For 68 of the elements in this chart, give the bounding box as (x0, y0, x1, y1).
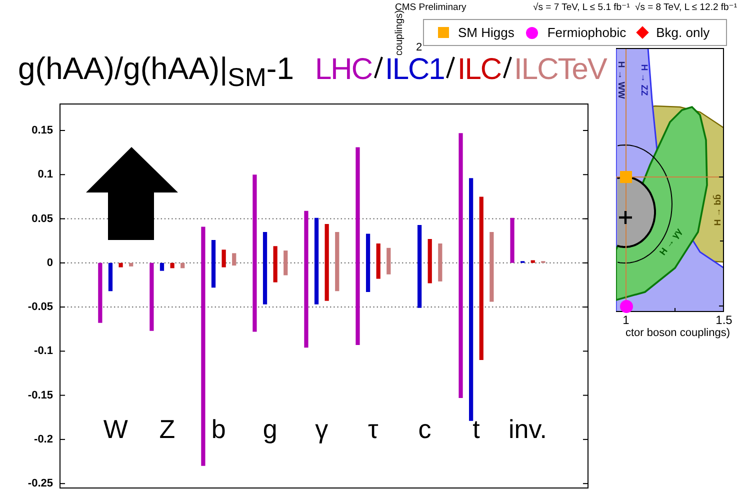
bar (530, 260, 535, 263)
bar (314, 218, 319, 304)
y-tick-label: 0.15 (32, 124, 53, 137)
text: LHC (314, 52, 372, 88)
text: H → bb̄ (712, 194, 722, 226)
y-tick-label: -0.1 (34, 345, 53, 358)
x-tick-label: inv. (508, 414, 547, 444)
text: H → γγ (658, 226, 684, 257)
bar (108, 262, 113, 292)
x-tick-label: W (103, 414, 128, 444)
bar (211, 240, 216, 288)
bar (180, 262, 185, 268)
bar (129, 262, 134, 266)
bar (438, 243, 442, 282)
bar (98, 262, 102, 323)
text: ctor boson couplings) (625, 327, 730, 339)
x-tick-label: τ (368, 414, 380, 444)
bar (262, 232, 268, 304)
text: ILC (457, 52, 502, 88)
bar (232, 253, 236, 266)
bar (170, 262, 174, 268)
bar (417, 224, 422, 308)
chart-title: g(hAA)/g(hAA)|$_{SM}$-1 (18, 50, 294, 94)
bar (469, 178, 474, 421)
bar (458, 133, 463, 398)
bar (428, 239, 432, 284)
text: ILCTeV (514, 52, 606, 88)
y-tick-label: -0.15 (28, 389, 53, 402)
y-tick-label: -0.2 (34, 433, 53, 446)
y-tick-label: 0.1 (38, 168, 53, 181)
bar (304, 210, 308, 348)
legend-label: Bkg. only (656, 25, 710, 40)
bar (273, 246, 278, 282)
bar (222, 250, 226, 268)
x-tick-label: Z (159, 414, 176, 444)
bar (252, 174, 257, 332)
bar (335, 232, 340, 292)
x-tick-label: c (418, 414, 432, 444)
text: couplings) (394, 10, 405, 56)
bar (479, 196, 484, 360)
bar (201, 226, 206, 466)
text: H → ZZ (640, 64, 650, 96)
y-tick-label: -0.25 (28, 478, 53, 490)
y-tick-label: 0 (46, 256, 53, 269)
bar (356, 147, 360, 345)
y-tick-label: -0.05 (28, 301, 53, 314)
bar (510, 218, 514, 263)
bar (376, 243, 380, 279)
x-tick-label: t (472, 414, 481, 444)
text: √s = 7 TeV, L ≤ 5.1 fb⁻¹ √s = 8 TeV, L ≤ 12.2 fb⁻¹ (533, 2, 737, 13)
x-tick-label: γ (315, 414, 328, 444)
legend-label: SM Higgs (458, 25, 514, 40)
bar (386, 248, 391, 274)
y-tick-label: 0.05 (32, 212, 53, 225)
bar (118, 262, 123, 268)
bar (160, 262, 164, 271)
bar (284, 250, 288, 276)
bar (150, 262, 154, 331)
text: 1 (622, 313, 630, 327)
text: 1.5 (716, 313, 732, 327)
x-tick-label: g (262, 414, 278, 444)
text: H → WW (616, 61, 626, 99)
legend-label: Fermiophobic (547, 25, 626, 40)
x-tick-label: b (211, 414, 226, 444)
bar (366, 234, 370, 292)
bar (324, 224, 329, 301)
bar (490, 232, 494, 302)
text: 2 (416, 42, 422, 54)
